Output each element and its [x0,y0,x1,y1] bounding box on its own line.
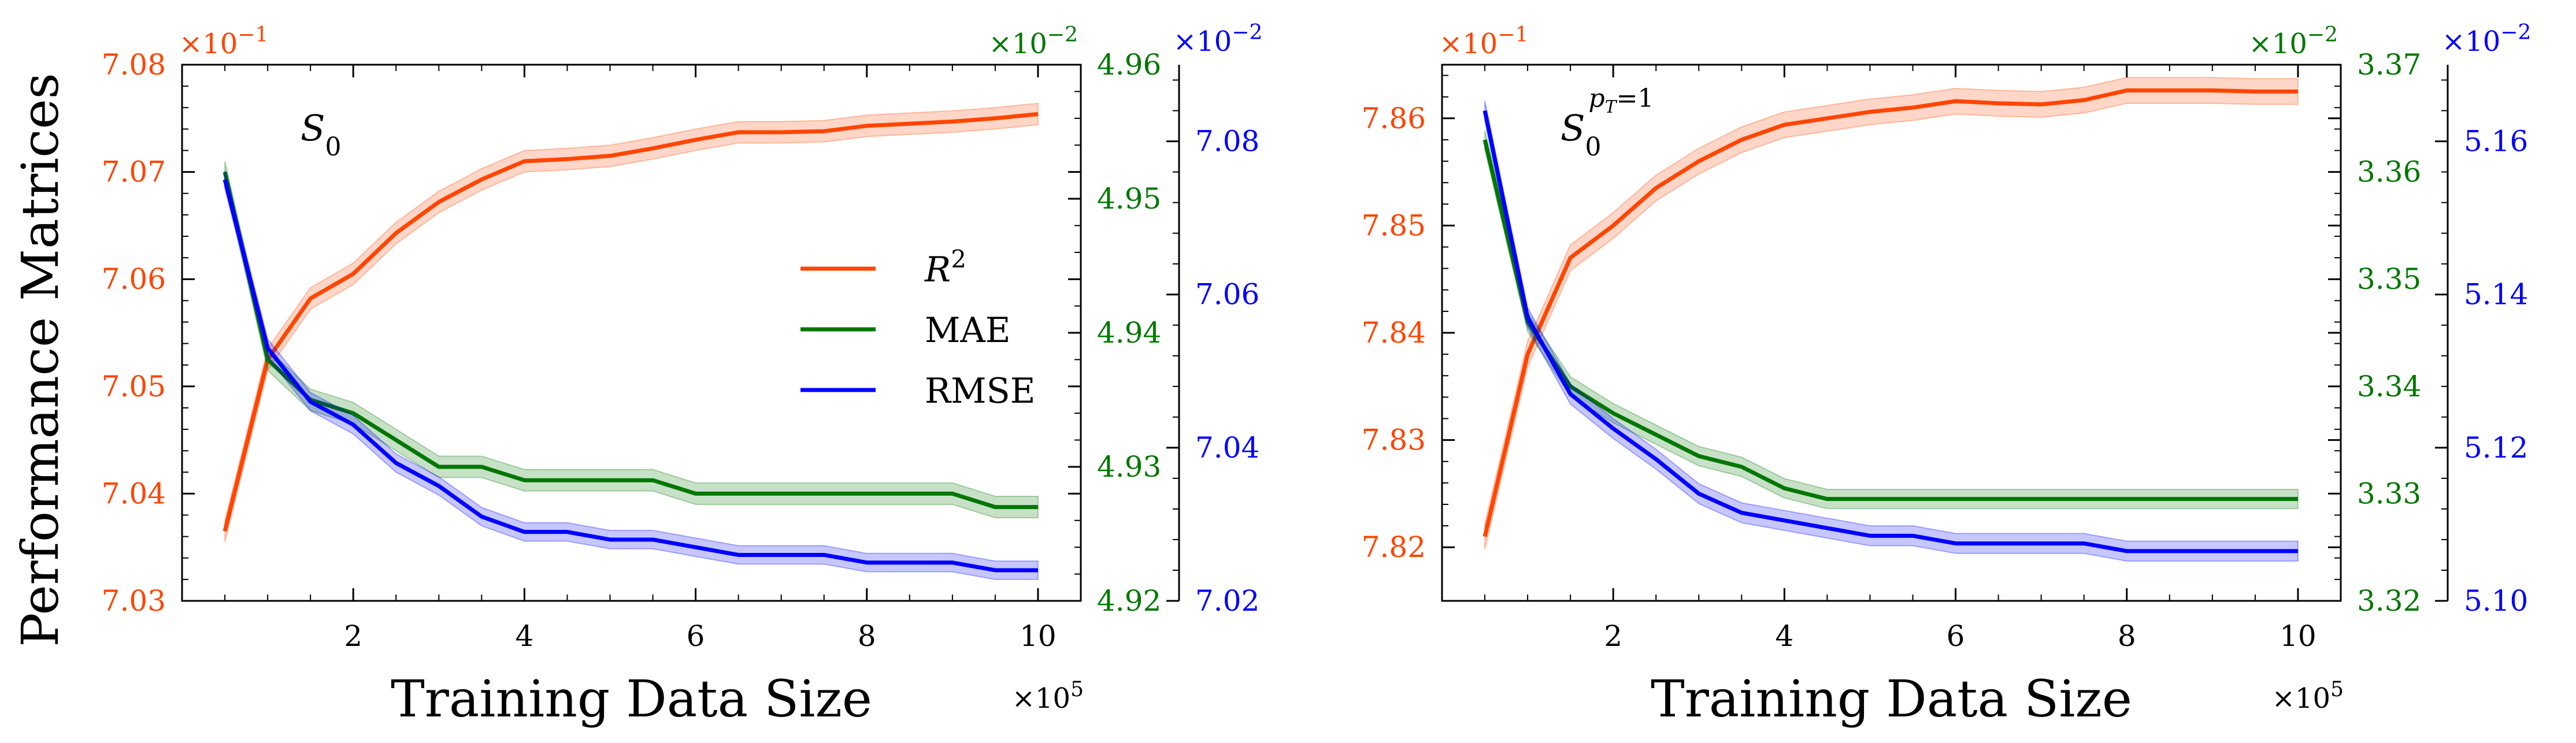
y-tick-label: 7.08 [1195,125,1259,158]
x-tick-label: 10 [2280,619,2316,653]
y-multiplier-rmse: ×10−2 [1173,21,1262,58]
y-tick-label: 7.86 [1362,102,1426,135]
y-tick-label: 3.34 [2357,370,2421,403]
y-tick-label: 7.82 [1362,530,1426,564]
x-tick-label: 4 [515,619,533,653]
x-tick-label: 2 [1604,619,1622,653]
band-mae [224,161,1039,519]
legend-label: RMSE [925,371,1036,411]
x-tick-label: 2 [344,619,362,653]
y-multiplier-mae: ×10−2 [2249,23,2338,61]
x-axis-label: Training Data Size [1651,669,2132,729]
y-tick-label: 5.14 [2464,278,2528,311]
y-multiplier-rmse: ×10−2 [2442,21,2531,58]
y-tick-label: 4.95 [1097,182,1161,216]
legend-label: MAE [925,310,1011,351]
band-r2 [1484,77,2299,550]
x-tick-label: 10 [1020,619,1057,653]
line-r2 [1482,88,2298,537]
y-tick-label: 4.94 [1097,316,1161,350]
y-tick-label: 7.08 [102,48,166,81]
y-multiplier-r2: ×10−1 [179,23,268,61]
y-tick-label: 3.33 [2357,477,2421,510]
x-axis-label: Training Data Size [391,669,872,729]
y-tick-label: 3.37 [2357,48,2421,81]
y-tick-label: 5.12 [2464,431,2528,465]
line-mae [223,171,1038,510]
x-tick-label: 6 [1947,619,1965,653]
y-tick-label: 5.10 [2464,584,2528,618]
y-tick-label: 3.32 [2357,584,2421,618]
y-tick-label: 7.03 [102,584,166,618]
line-rmse [223,179,1038,573]
y-tick-label: 5.16 [2464,125,2528,158]
y-tick-label: 7.06 [1195,278,1259,311]
y-tick-label: 4.92 [1097,584,1161,618]
y-axis-label: Performance Matrices [10,73,70,647]
x-multiplier: ×105 [1012,678,1084,715]
band-rmse [1484,101,2299,562]
y-multiplier-r2: ×10−1 [1439,23,1528,61]
line-rmse [1482,110,2298,553]
y-tick-label: 4.96 [1097,48,1161,81]
y-tick-label: 7.05 [102,370,166,403]
panel-s0-pt1: 2 4 6 8 10 Training Data Size ×105 7.82 7.83 7.84… [1362,21,2531,729]
panel-annotation: S0 [301,107,341,162]
y-tick-label: 7.85 [1362,209,1426,242]
x-tick-label: 8 [858,619,876,653]
y-tick-label: 7.83 [1362,423,1426,457]
band-rmse [224,170,1039,580]
y-tick-label: 7.04 [102,477,166,510]
legend-label: R2 [924,245,966,291]
panel-s0: 2 4 6 8 10 Training Data Size ×105 7.03 7.04 7.05… [102,21,1263,729]
y-tick-label: 3.35 [2357,262,2421,296]
y-tick-label: 7.04 [1195,431,1259,465]
x-tick-label: 6 [687,619,705,653]
y-tick-label: 4.93 [1097,450,1161,484]
band-r2 [224,102,1039,543]
y-multiplier-mae: ×10−2 [989,23,1078,61]
x-tick-label: 8 [2118,619,2136,653]
x-multiplier: ×105 [2272,678,2344,715]
y-tick-label: 7.06 [102,262,166,296]
y-tick-label: 7.02 [1195,584,1259,618]
y-tick-label: 7.07 [102,155,166,189]
x-tick-label: 4 [1775,619,1793,653]
y-tick-label: 7.84 [1362,316,1426,350]
band-mae [1484,129,2299,510]
panel-annotation: S0pT=1 [1561,84,1654,162]
line-r2 [223,112,1039,532]
y-tick-label: 3.36 [2357,155,2421,189]
line-mae [1482,139,2298,501]
